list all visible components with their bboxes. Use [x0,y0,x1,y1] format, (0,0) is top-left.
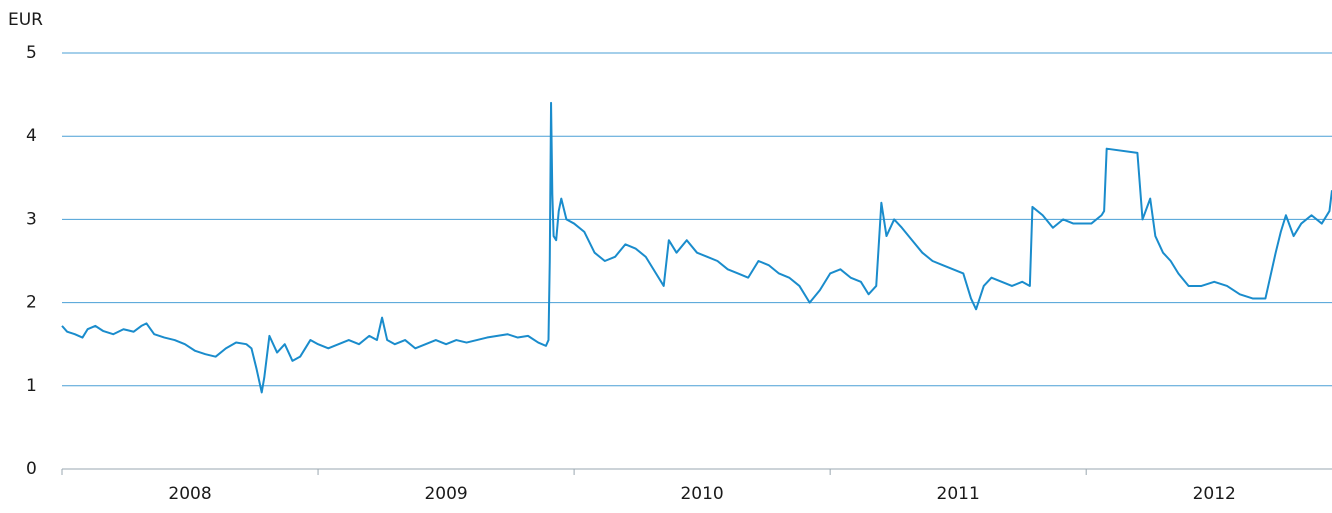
y-tick-label: 0 [26,459,37,479]
y-tick-label: 3 [26,209,37,229]
x-tick-label: 2010 [680,484,723,504]
x-tick-label: 2012 [1193,484,1236,504]
y-tick-label: 1 [26,376,37,396]
x-tick-label: 2011 [937,484,980,504]
data-line [61,101,1332,394]
x-tick-label: 2009 [424,484,467,504]
y-tick-label: 5 [26,43,37,63]
y-axis-label: EUR [8,10,43,30]
y-tick-label: 2 [26,293,37,313]
x-tick-label: 2008 [168,484,211,504]
y-tick-label: 4 [26,126,37,146]
